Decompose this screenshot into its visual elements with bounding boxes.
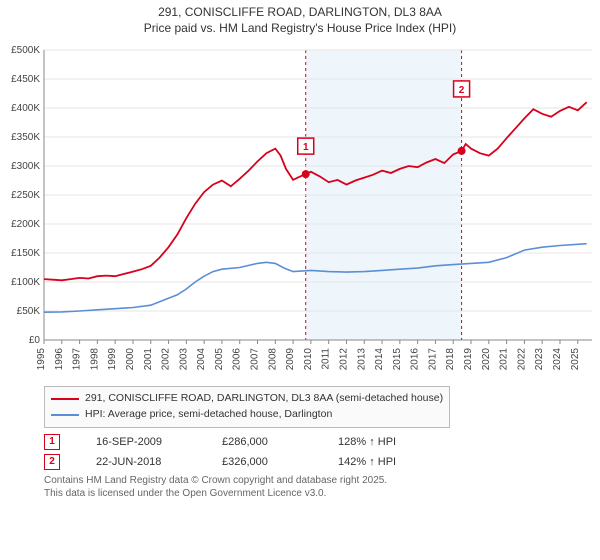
svg-text:2001: 2001 bbox=[143, 348, 154, 371]
marker-badge-2: 2 bbox=[44, 454, 60, 470]
svg-text:2008: 2008 bbox=[267, 348, 278, 371]
svg-text:2: 2 bbox=[459, 85, 465, 96]
cell-price: £286,000 bbox=[222, 436, 302, 448]
svg-text:2022: 2022 bbox=[516, 348, 527, 371]
svg-text:£200K: £200K bbox=[11, 219, 40, 230]
svg-text:2000: 2000 bbox=[125, 348, 136, 371]
svg-text:2003: 2003 bbox=[178, 348, 189, 371]
svg-text:2007: 2007 bbox=[250, 348, 261, 371]
svg-text:2012: 2012 bbox=[338, 348, 349, 371]
cell-price: £326,000 bbox=[222, 456, 302, 468]
svg-text:£450K: £450K bbox=[11, 74, 40, 85]
svg-text:2016: 2016 bbox=[410, 348, 421, 371]
svg-text:1996: 1996 bbox=[54, 348, 65, 371]
svg-text:£300K: £300K bbox=[11, 161, 40, 172]
footer-attribution: Contains HM Land Registry data © Crown c… bbox=[44, 474, 600, 500]
svg-text:2017: 2017 bbox=[427, 348, 438, 371]
svg-text:£0: £0 bbox=[29, 335, 41, 346]
svg-text:2025: 2025 bbox=[570, 348, 581, 371]
svg-text:2006: 2006 bbox=[232, 348, 243, 371]
legend-swatch-blue bbox=[51, 414, 79, 416]
svg-text:£50K: £50K bbox=[17, 306, 41, 317]
svg-text:1: 1 bbox=[303, 142, 309, 153]
svg-text:£500K: £500K bbox=[11, 45, 40, 56]
svg-text:1997: 1997 bbox=[72, 348, 83, 371]
svg-text:£100K: £100K bbox=[11, 277, 40, 288]
svg-text:2021: 2021 bbox=[499, 348, 510, 371]
legend-label-price-paid: 291, CONISCLIFFE ROAD, DARLINGTON, DL3 8… bbox=[85, 391, 443, 407]
svg-text:2010: 2010 bbox=[303, 348, 314, 371]
title-line-2: Price paid vs. HM Land Registry's House … bbox=[0, 20, 600, 36]
svg-text:1998: 1998 bbox=[89, 348, 100, 371]
svg-text:£150K: £150K bbox=[11, 248, 40, 259]
svg-text:2019: 2019 bbox=[463, 348, 474, 371]
svg-text:£250K: £250K bbox=[11, 190, 40, 201]
cell-hpi: 142% ↑ HPI bbox=[338, 456, 428, 468]
svg-text:£400K: £400K bbox=[11, 103, 40, 114]
svg-text:2009: 2009 bbox=[285, 348, 296, 371]
svg-text:1999: 1999 bbox=[107, 348, 118, 371]
svg-text:2024: 2024 bbox=[552, 348, 563, 371]
legend-swatch-red bbox=[51, 398, 79, 400]
chart-container: £0 £50K £100K £150K £200K £250K £300K £350K £400… bbox=[0, 40, 600, 380]
svg-text:2005: 2005 bbox=[214, 348, 225, 371]
legend-label-hpi: HPI: Average price, semi-detached house,… bbox=[85, 407, 332, 423]
svg-text:2020: 2020 bbox=[481, 348, 492, 371]
footer-line-2: This data is licensed under the Open Gov… bbox=[44, 487, 600, 500]
svg-text:2015: 2015 bbox=[392, 348, 403, 371]
chart-svg: £0 £50K £100K £150K £200K £250K £300K £350K £400… bbox=[0, 40, 600, 380]
footer-line-1: Contains HM Land Registry data © Crown c… bbox=[44, 474, 600, 487]
title-line-1: 291, CONISCLIFFE ROAD, DARLINGTON, DL3 8… bbox=[0, 4, 600, 20]
svg-text:2002: 2002 bbox=[161, 348, 172, 371]
svg-text:2023: 2023 bbox=[534, 348, 545, 371]
legend-item-hpi: HPI: Average price, semi-detached house,… bbox=[51, 407, 443, 423]
table-row: 2 22-JUN-2018 £326,000 142% ↑ HPI bbox=[44, 454, 600, 470]
chart-title-block: 291, CONISCLIFFE ROAD, DARLINGTON, DL3 8… bbox=[0, 0, 600, 36]
svg-text:2004: 2004 bbox=[196, 348, 207, 371]
cell-date: 22-JUN-2018 bbox=[96, 456, 186, 468]
legend-item-price-paid: 291, CONISCLIFFE ROAD, DARLINGTON, DL3 8… bbox=[51, 391, 443, 407]
svg-text:2018: 2018 bbox=[445, 348, 456, 371]
svg-text:1995: 1995 bbox=[36, 348, 47, 371]
svg-text:2011: 2011 bbox=[321, 348, 332, 370]
marker-badge-1: 1 bbox=[44, 434, 60, 450]
svg-text:2014: 2014 bbox=[374, 348, 385, 371]
svg-text:£350K: £350K bbox=[11, 132, 40, 143]
cell-hpi: 128% ↑ HPI bbox=[338, 436, 428, 448]
legend: 291, CONISCLIFFE ROAD, DARLINGTON, DL3 8… bbox=[44, 386, 450, 428]
table-row: 1 16-SEP-2009 £286,000 128% ↑ HPI bbox=[44, 434, 600, 450]
cell-date: 16-SEP-2009 bbox=[96, 436, 186, 448]
marker-data-table: 1 16-SEP-2009 £286,000 128% ↑ HPI 2 22-J… bbox=[44, 434, 600, 470]
svg-text:2013: 2013 bbox=[356, 348, 367, 371]
